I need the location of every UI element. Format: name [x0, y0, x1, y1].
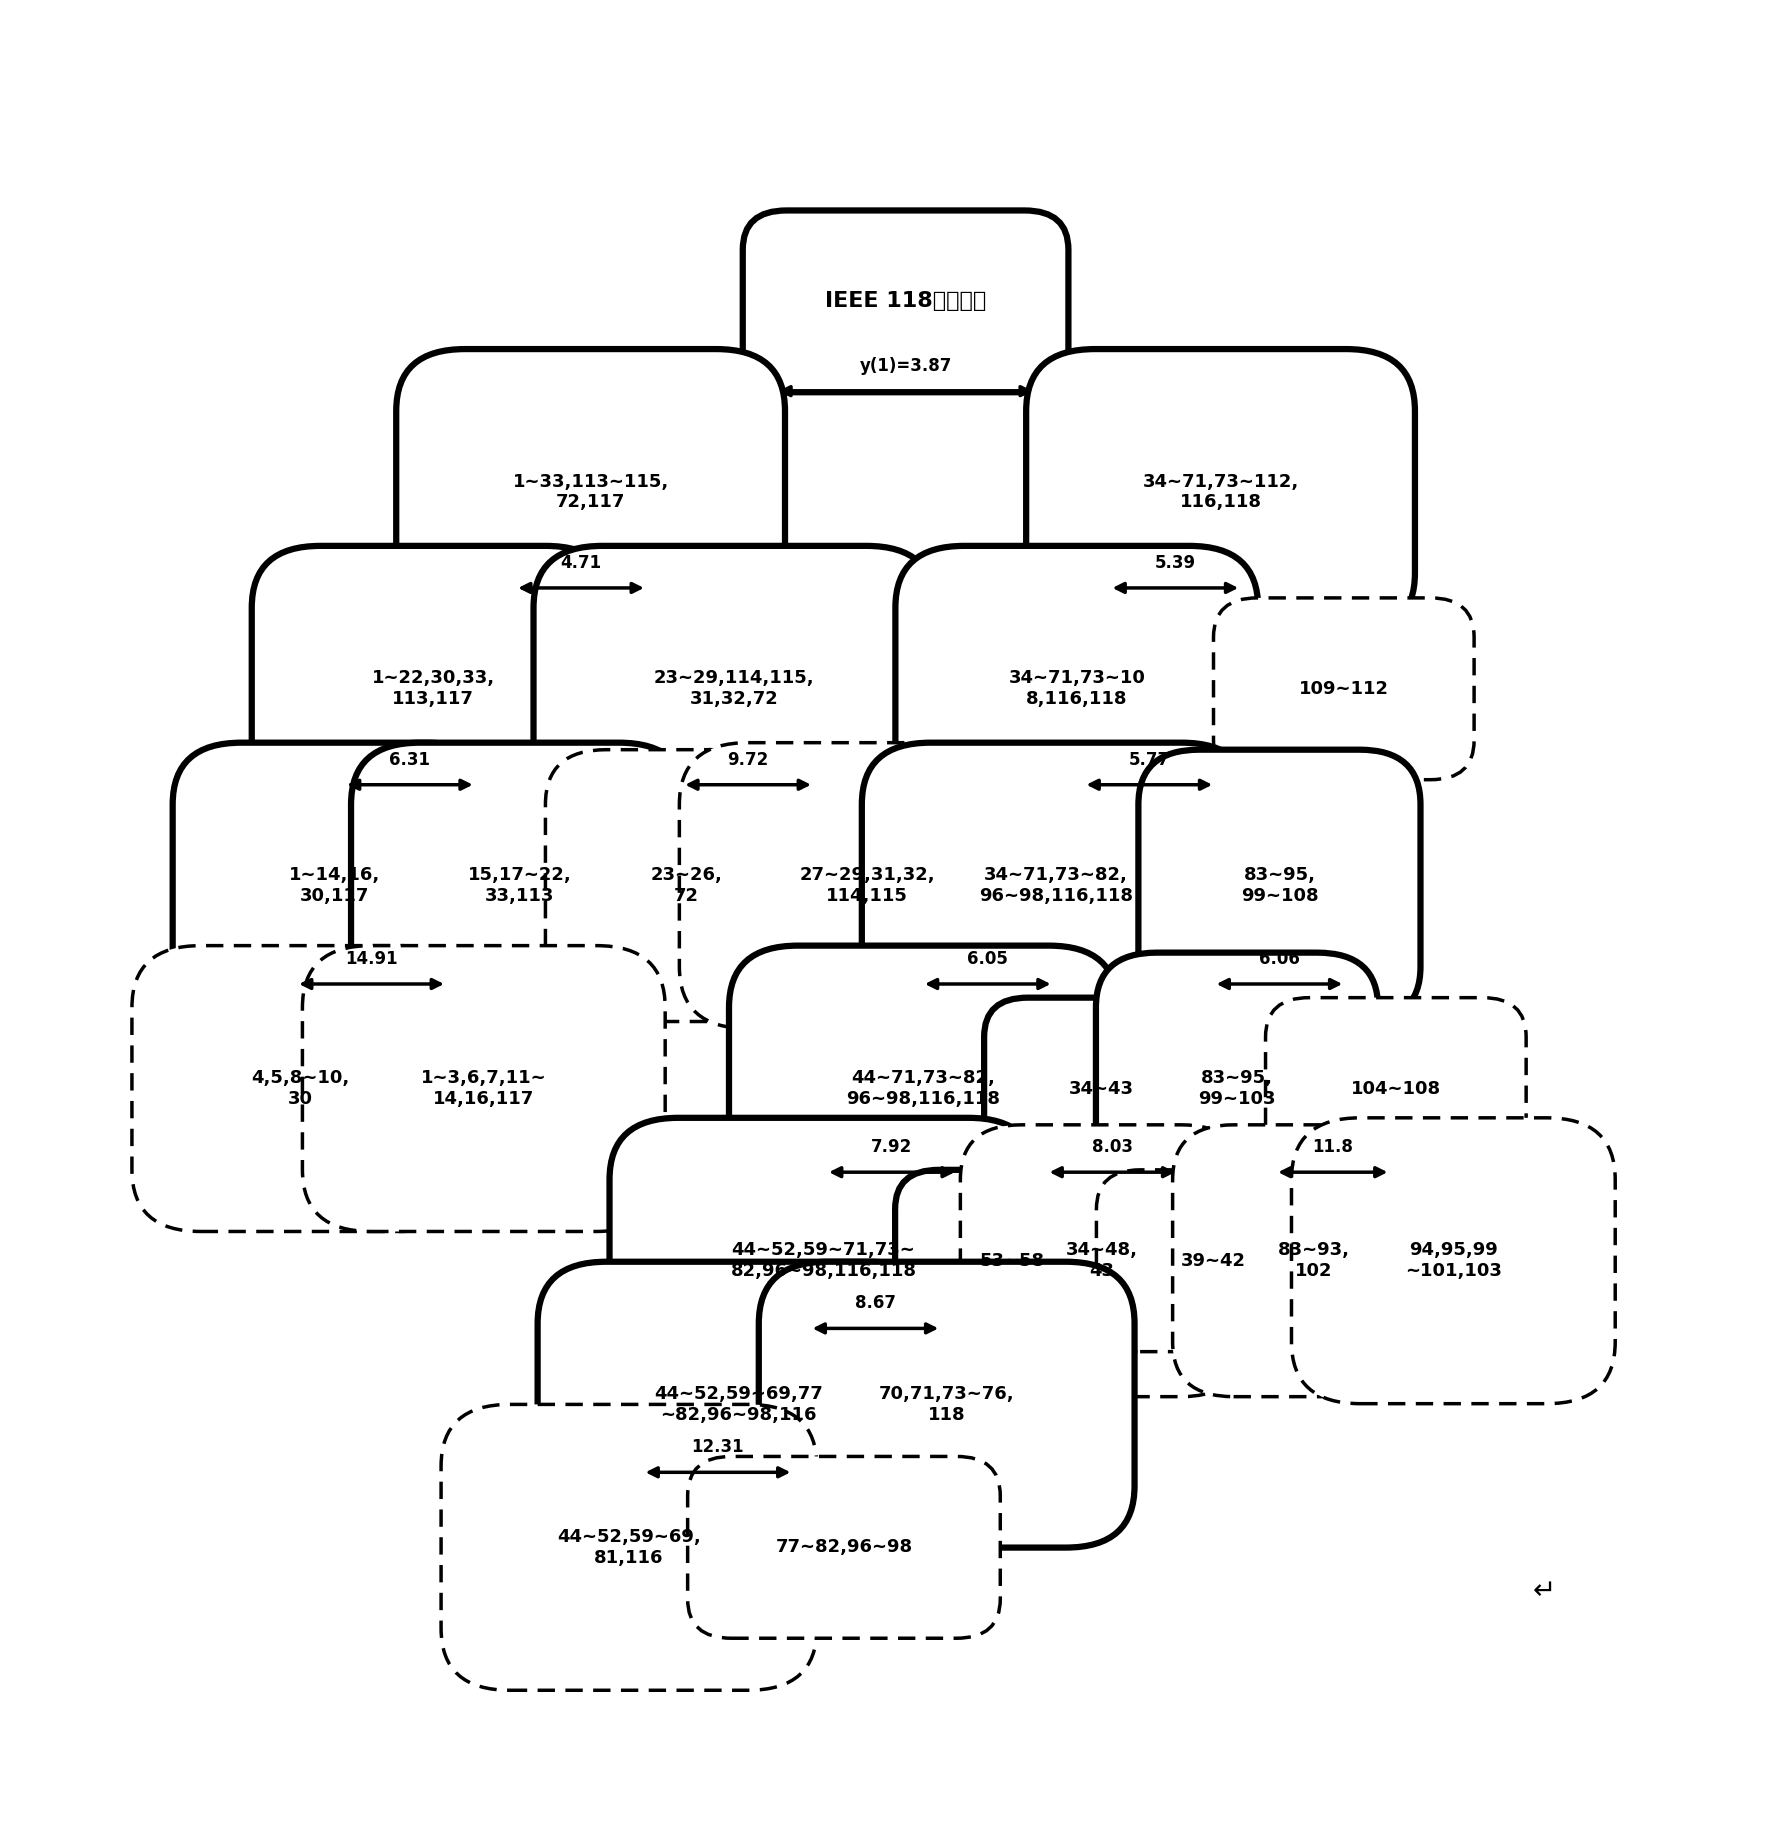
- Text: 4.71: 4.71: [560, 554, 601, 572]
- FancyBboxPatch shape: [1292, 1118, 1615, 1404]
- FancyBboxPatch shape: [302, 946, 664, 1231]
- Text: 39~42: 39~42: [1180, 1251, 1246, 1269]
- FancyBboxPatch shape: [862, 744, 1251, 1028]
- FancyBboxPatch shape: [961, 1125, 1242, 1397]
- Text: 6.31: 6.31: [389, 751, 431, 769]
- Text: 34~71,73~82,
96~98,116,118: 34~71,73~82, 96~98,116,118: [979, 865, 1133, 906]
- Text: 53~58: 53~58: [981, 1251, 1044, 1269]
- FancyBboxPatch shape: [251, 546, 615, 832]
- Text: 9.72: 9.72: [728, 751, 769, 769]
- FancyBboxPatch shape: [534, 546, 935, 832]
- FancyBboxPatch shape: [546, 749, 827, 1022]
- Text: 83~95,
99~103: 83~95, 99~103: [1198, 1068, 1276, 1109]
- FancyBboxPatch shape: [984, 998, 1219, 1179]
- FancyBboxPatch shape: [537, 1262, 940, 1548]
- FancyBboxPatch shape: [742, 210, 1069, 393]
- Text: 1~3,6,7,11~
14,16,117: 1~3,6,7,11~ 14,16,117: [421, 1068, 546, 1109]
- Text: 1~22,30,33,
113,117: 1~22,30,33, 113,117: [371, 670, 495, 708]
- Text: 23~29,114,115,
31,32,72: 23~29,114,115, 31,32,72: [654, 670, 815, 708]
- Text: 14.91: 14.91: [345, 950, 398, 969]
- Text: 4,5,8~10,
30: 4,5,8~10, 30: [251, 1068, 350, 1109]
- FancyBboxPatch shape: [1096, 952, 1378, 1225]
- FancyBboxPatch shape: [896, 546, 1258, 832]
- Text: 5.39: 5.39: [1156, 554, 1196, 572]
- FancyBboxPatch shape: [352, 744, 687, 1028]
- Text: 34~71,73~112,
116,118: 34~71,73~112, 116,118: [1143, 472, 1299, 511]
- Text: y(1)=3.87: y(1)=3.87: [859, 358, 952, 375]
- FancyBboxPatch shape: [610, 1118, 1037, 1404]
- FancyBboxPatch shape: [687, 1456, 1000, 1638]
- Text: 109~112: 109~112: [1299, 679, 1389, 697]
- Text: 34~71,73~10
8,116,118: 34~71,73~10 8,116,118: [1009, 670, 1145, 708]
- FancyBboxPatch shape: [730, 946, 1119, 1231]
- FancyBboxPatch shape: [1027, 349, 1415, 635]
- Text: IEEE 118节点系统: IEEE 118节点系统: [825, 292, 986, 312]
- Text: 8.67: 8.67: [855, 1295, 896, 1312]
- FancyBboxPatch shape: [1096, 1170, 1331, 1352]
- Text: 8.03: 8.03: [1092, 1138, 1133, 1157]
- Text: 70,71,73~76,
118: 70,71,73~76, 118: [878, 1386, 1014, 1424]
- Text: 44~52,59~69,77
~82,96~98,116: 44~52,59~69,77 ~82,96~98,116: [654, 1386, 823, 1424]
- Text: 12.31: 12.31: [691, 1439, 744, 1456]
- Text: 104~108: 104~108: [1350, 1079, 1440, 1098]
- Text: 34~43: 34~43: [1069, 1079, 1134, 1098]
- Text: 94,95,99
~101,103: 94,95,99 ~101,103: [1405, 1242, 1502, 1280]
- FancyBboxPatch shape: [758, 1262, 1134, 1548]
- FancyBboxPatch shape: [396, 349, 785, 635]
- Text: 44~71,73~82,
96~98,116,118: 44~71,73~82, 96~98,116,118: [846, 1068, 1000, 1109]
- FancyBboxPatch shape: [1138, 749, 1421, 1022]
- FancyBboxPatch shape: [679, 744, 1055, 1028]
- Text: 15,17~22,
33,113: 15,17~22, 33,113: [468, 865, 571, 906]
- Text: 34~48,
43: 34~48, 43: [1066, 1242, 1138, 1280]
- Text: 83~93,
102: 83~93, 102: [1278, 1242, 1350, 1280]
- Text: 77~82,96~98: 77~82,96~98: [776, 1539, 912, 1557]
- Text: 6.05: 6.05: [967, 950, 1009, 969]
- Text: ↵: ↵: [1532, 1577, 1557, 1605]
- FancyBboxPatch shape: [442, 1404, 816, 1690]
- Text: 83~95,
99~108: 83~95, 99~108: [1240, 865, 1318, 906]
- Text: 44~52,59~69,
81,116: 44~52,59~69, 81,116: [557, 1528, 701, 1566]
- Text: 1~33,113~115,
72,117: 1~33,113~115, 72,117: [512, 472, 668, 511]
- FancyBboxPatch shape: [133, 946, 468, 1231]
- FancyBboxPatch shape: [1265, 998, 1527, 1179]
- Text: 11.8: 11.8: [1313, 1138, 1354, 1157]
- FancyBboxPatch shape: [173, 744, 497, 1028]
- Text: 44~52,59~71,73~
82,96~98,116,118: 44~52,59~71,73~ 82,96~98,116,118: [730, 1242, 917, 1280]
- Text: 7.92: 7.92: [871, 1138, 912, 1157]
- Text: 6.06: 6.06: [1260, 950, 1301, 969]
- Text: 5.77: 5.77: [1129, 751, 1170, 769]
- FancyBboxPatch shape: [896, 1170, 1129, 1352]
- Text: 23~26,
72: 23~26, 72: [650, 865, 723, 906]
- Text: 1~14,16,
30,117: 1~14,16, 30,117: [290, 865, 380, 906]
- Text: 27~29,31,32,
114,115: 27~29,31,32, 114,115: [799, 865, 935, 906]
- FancyBboxPatch shape: [1173, 1125, 1454, 1397]
- FancyBboxPatch shape: [1214, 598, 1474, 780]
